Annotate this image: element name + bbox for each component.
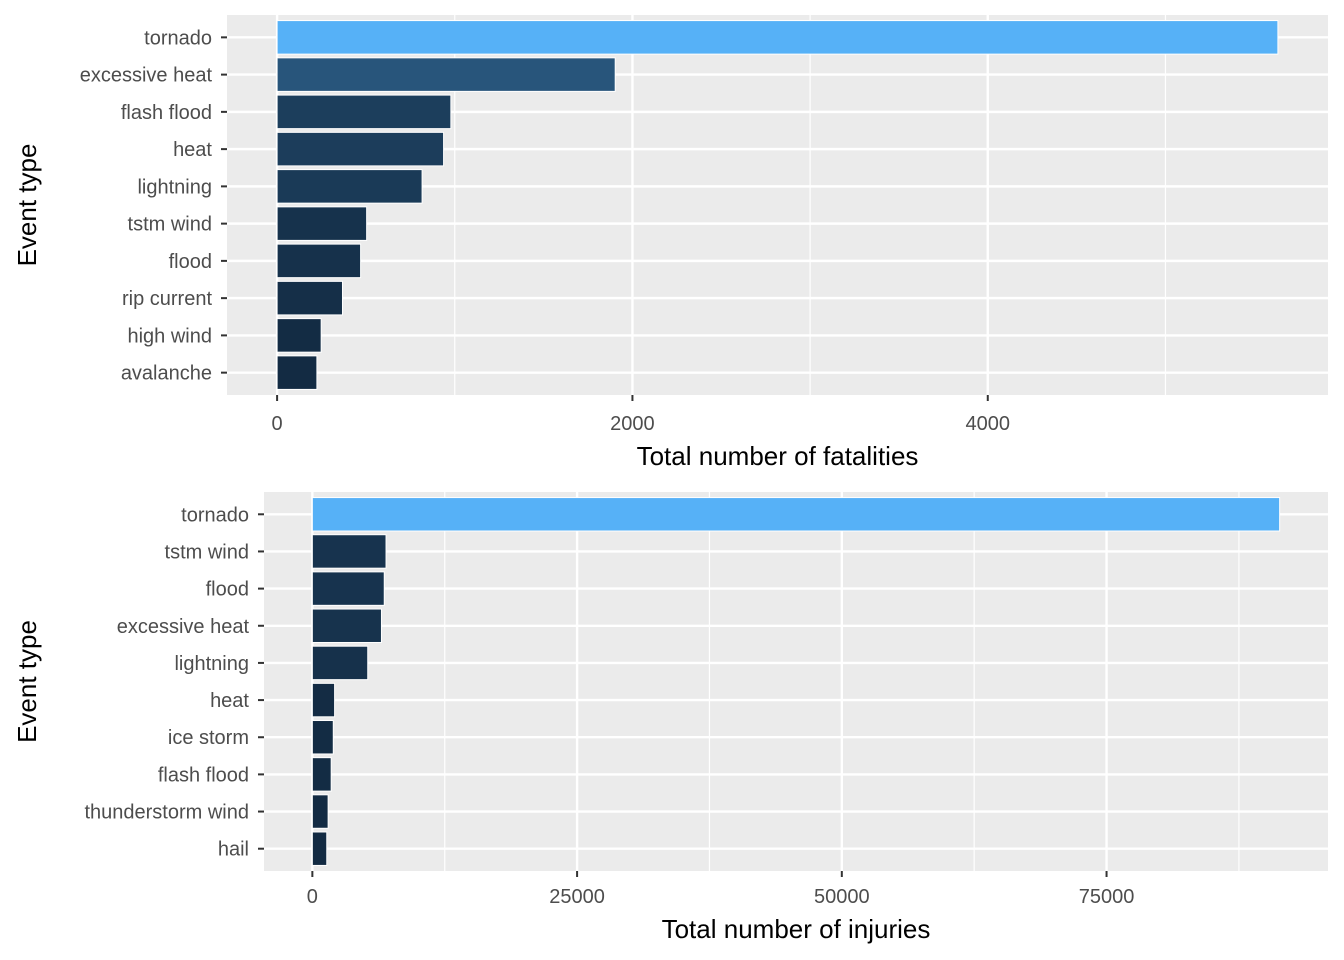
fatalities-y-tick-label: flood [169,251,212,273]
fatalities-bar-avalanche [276,355,318,390]
injuries-x-tick-label: 25000 [549,886,605,908]
injuries-bar-hail [311,831,328,866]
fatalities-y-axis-title: Event type [12,144,42,267]
fatalities-y-tick-label: avalanche [121,363,212,385]
injuries-y-tick-label: thunderstorm wind [84,802,249,824]
fatalities-bar-flash-flood [276,94,452,130]
fatalities-bar-heat [276,131,445,167]
fatalities-y-tick-label: heat [173,139,212,161]
injuries-y-tick-label: tornado [181,504,249,526]
fatalities-bar-tornado [276,20,1279,55]
injuries-bar-excessive-heat [311,608,382,643]
injuries-bar-tornado [311,497,1281,532]
injuries-bar-ice-storm [311,720,334,755]
injuries-y-tick-label: lightning [174,653,249,675]
fatalities-y-tick-label: high wind [127,325,212,347]
injuries-bar-thunderstorm-wind [311,794,329,829]
fatalities-y-tick-label: tornado [144,27,212,49]
fatalities-y-tick-label: lightning [137,176,212,198]
injuries-x-tick-label: 50000 [814,886,870,908]
injuries-y-tick-label: flood [206,579,249,601]
fatalities-bar-rip-current [276,280,343,316]
injuries-x-tick-label: 75000 [1079,886,1135,908]
injuries-bar-heat [311,682,336,718]
fatalities-bar-high-wind [276,318,322,353]
injuries-y-tick-label: excessive heat [117,616,250,638]
injuries-y-tick-label: hail [218,839,249,861]
fatalities-y-tick-label: rip current [122,288,212,310]
injuries-bar-lightning [311,645,369,681]
fatalities-x-axis-title: Total number of fatalities [637,441,919,471]
fatalities-bar-lightning [276,169,423,204]
fatalities-bar-flood [276,243,362,279]
injuries-bar-flood [311,571,385,606]
fatalities-x-tick-label: 4000 [966,413,1011,435]
fatalities-chart: tornado excessive heat flash flood heat ligh… [12,15,1328,471]
injuries-y-axis-title: Event type [12,620,42,743]
fatalities-x-tick-label: 2000 [610,413,655,435]
injuries-y-tick-label: heat [210,690,249,712]
fatalities-bar-excessive-heat [276,57,616,92]
injuries-x-tick-label: 0 [307,886,318,908]
injuries-chart: tornado tstm wind flood excessive heat light… [12,492,1328,944]
injuries-y-tick-label: flash flood [158,764,249,786]
injuries-y-tick-label: tstm wind [165,541,249,563]
injuries-bar-flash-flood [311,757,332,792]
injuries-bar-tstm-wind [311,534,387,569]
fatalities-bar-tstm-wind [276,206,368,241]
injuries-panel-background [264,492,1328,871]
fatalities-y-tick-label: excessive heat [80,65,213,87]
fatalities-x-tick-label: 0 [272,413,283,435]
injuries-y-tick-label: ice storm [168,727,249,749]
injuries-x-axis-title: Total number of injuries [662,914,931,944]
fatalities-y-tick-label: tstm wind [128,214,212,236]
fatalities-y-tick-label: flash flood [121,102,212,124]
